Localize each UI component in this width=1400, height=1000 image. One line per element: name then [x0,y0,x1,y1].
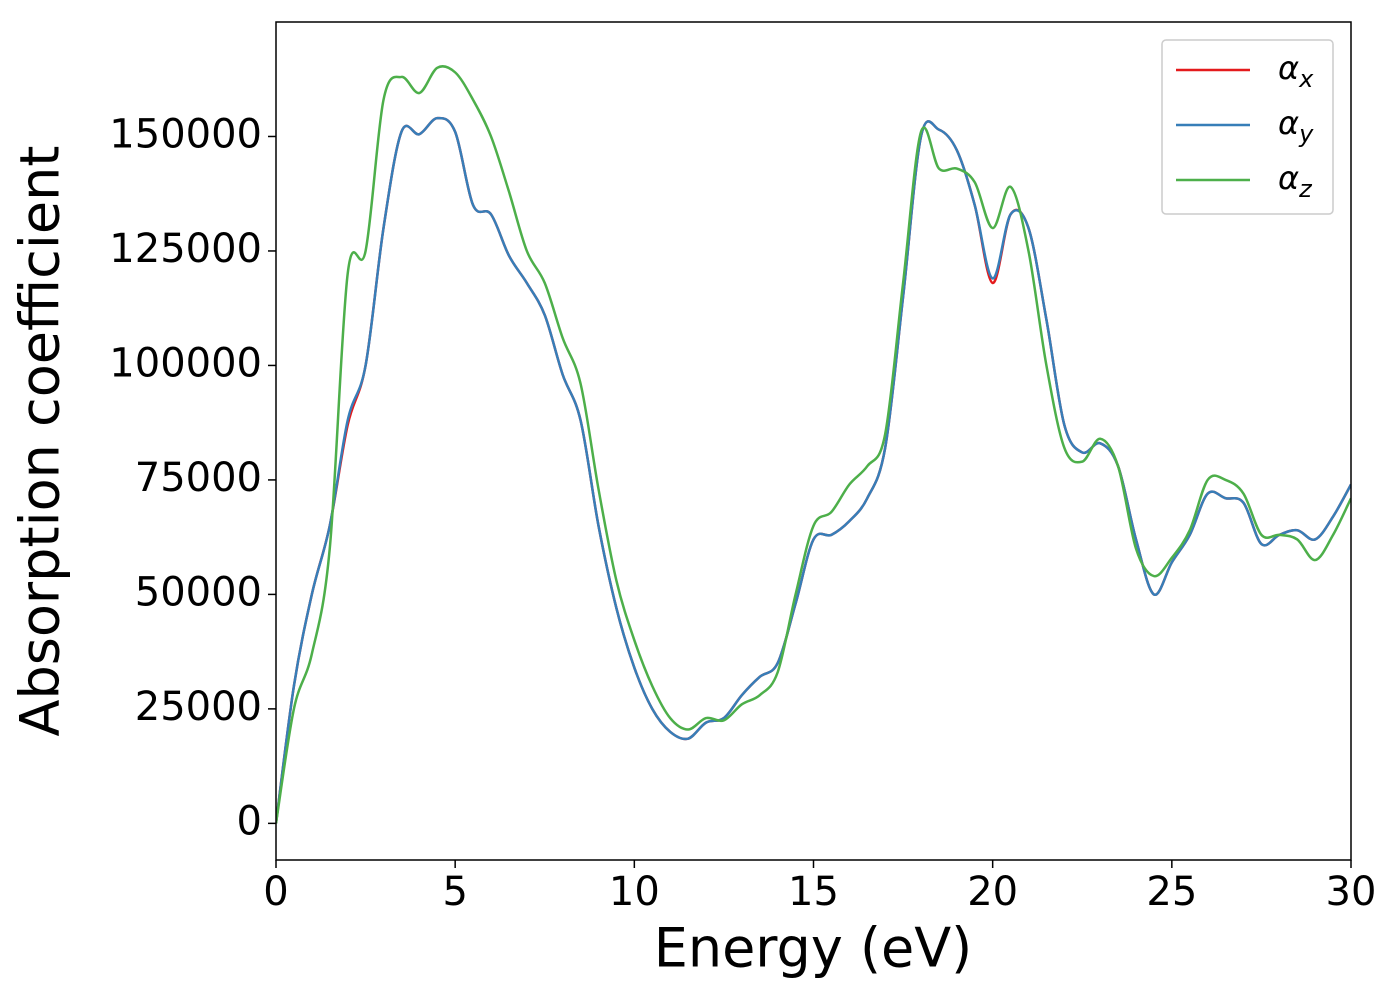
plot-area [276,65,1351,824]
legend-label: αy [1278,104,1314,148]
x-tick-label: 30 [1326,869,1377,915]
series-line [276,65,1351,824]
x-tick-label: 25 [1146,869,1197,915]
x-tick-label: 5 [442,869,467,915]
y-tick-label: 150000 [109,111,262,157]
y-tick-label: 50000 [135,569,262,615]
legend-label: αx [1278,49,1314,93]
x-tick-label: 0 [263,869,288,915]
legend-box [1161,39,1334,215]
plot-frame [275,21,1352,861]
y-tick-label: 75000 [135,455,262,501]
series-line [276,116,1351,824]
y-tick-label: 0 [237,798,262,844]
x-tick-label: 10 [609,869,660,915]
series-line [276,116,1351,824]
x-tick-label: 20 [967,869,1018,915]
y-tick-label: 100000 [109,340,262,386]
x-tick-label: 15 [788,869,839,915]
legend-label: αz [1278,159,1313,203]
y-tick-label: 125000 [109,226,262,272]
y-tick-label: 25000 [135,684,262,730]
x-axis-label: Energy (eV) [654,917,973,980]
y-axis-label: Absorption coefficient [9,146,72,737]
